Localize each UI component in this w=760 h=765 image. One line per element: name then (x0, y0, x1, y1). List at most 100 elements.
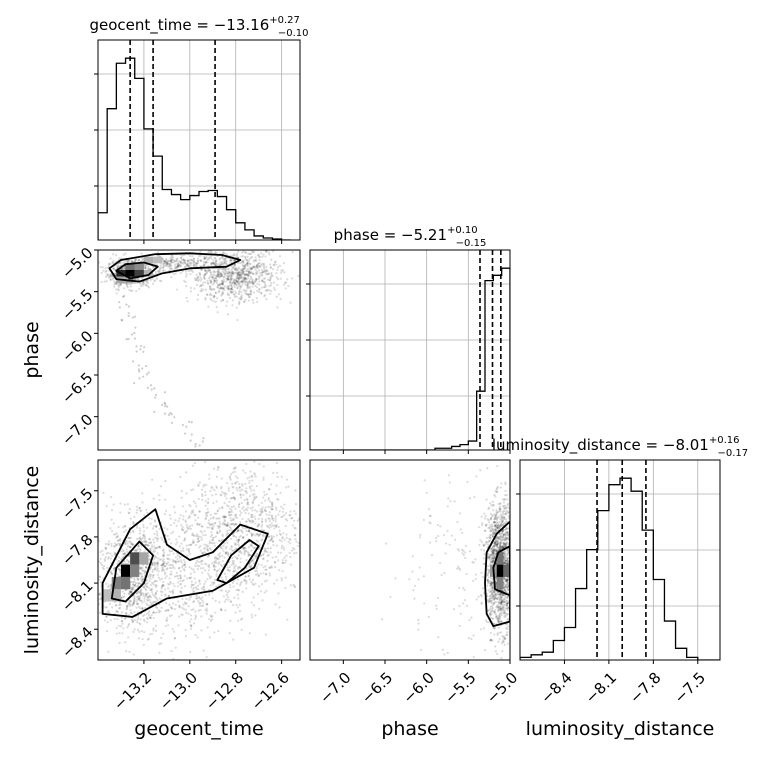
sample-point (188, 515, 190, 517)
sample-point (273, 264, 275, 266)
sample-point (225, 598, 227, 600)
sample-point (101, 564, 103, 566)
sample-point (208, 474, 210, 476)
sample-point (136, 506, 138, 508)
sample-point (193, 500, 195, 502)
sample-point (156, 590, 158, 592)
sample-point (152, 612, 154, 614)
sample-point (204, 281, 206, 283)
sample-point (152, 576, 154, 578)
sample-point (268, 536, 270, 538)
sample-point (129, 508, 131, 510)
sample-point (116, 536, 118, 538)
sample-point (132, 581, 134, 583)
sample-point (105, 615, 107, 617)
sample-point (103, 281, 105, 283)
sample-point (143, 530, 145, 532)
sample-point (229, 477, 231, 479)
sample-point (152, 551, 154, 553)
sample-point (265, 298, 267, 300)
sample-point (270, 275, 272, 277)
sample-point (226, 504, 228, 506)
sample-point (232, 585, 234, 587)
sample-point (184, 564, 186, 566)
sample-point (91, 567, 93, 569)
sample-point (285, 518, 287, 520)
sample-point (127, 338, 129, 340)
sample-point (110, 619, 112, 621)
sample-point (239, 584, 241, 586)
sample-point (156, 540, 158, 542)
sample-point (230, 259, 232, 261)
sample-point (163, 563, 165, 565)
sample-point (285, 486, 287, 488)
sample-point (148, 614, 150, 616)
sample-point (303, 527, 305, 529)
sample-point (102, 266, 104, 268)
sample-point (165, 625, 167, 627)
sample-point (175, 543, 177, 545)
sample-point (242, 265, 244, 267)
sample-point (160, 537, 162, 539)
sample-point (243, 510, 245, 512)
sample-point (99, 612, 101, 614)
sample-point (170, 267, 172, 269)
sample-point (150, 589, 152, 591)
sample-point (238, 293, 240, 295)
density-cell (139, 552, 148, 564)
sample-point (185, 602, 187, 604)
sample-point (245, 270, 247, 272)
sample-point (180, 587, 182, 589)
sample-point (91, 564, 93, 566)
sample-point (226, 301, 228, 303)
sample-point (285, 512, 287, 514)
sample-point (235, 514, 237, 516)
sample-point (196, 523, 198, 525)
sample-point (245, 559, 247, 561)
sample-point (220, 263, 222, 265)
sample-point (230, 479, 232, 481)
sample-point (212, 262, 214, 264)
sample-point (237, 566, 239, 568)
sample-point (126, 608, 128, 610)
sample-point (160, 558, 162, 560)
sample-point (184, 266, 186, 268)
sample-point (190, 290, 192, 292)
sample-point (490, 606, 492, 608)
sample-point (223, 556, 225, 558)
sample-point (236, 307, 238, 309)
sample-point (207, 573, 209, 575)
panel-frame (98, 40, 300, 240)
sample-point (266, 493, 268, 495)
sample-point (256, 283, 258, 285)
sample-point (155, 630, 157, 632)
sample-point (204, 494, 206, 496)
sample-point (132, 602, 134, 604)
sample-point (169, 581, 171, 583)
sample-point (148, 542, 150, 544)
sample-point (199, 481, 201, 483)
sample-point (280, 492, 282, 494)
sample-point (295, 552, 297, 554)
sample-point (210, 271, 212, 273)
sample-point (146, 373, 148, 375)
sample-point (289, 514, 291, 516)
sample-point (263, 465, 265, 467)
sample-point (282, 559, 284, 561)
sample-point (164, 499, 166, 501)
sample-point (214, 292, 216, 294)
sample-point (208, 526, 210, 528)
sample-point (105, 546, 107, 548)
sample-point (215, 261, 217, 263)
sample-point (218, 561, 220, 563)
sample-point (194, 445, 196, 447)
sample-point (151, 544, 153, 546)
sample-point (239, 489, 241, 491)
sample-point (263, 566, 265, 568)
sample-point (185, 275, 187, 277)
sample-point (189, 273, 191, 275)
sample-point (125, 612, 127, 614)
sample-point (173, 631, 175, 633)
sample-point (209, 490, 211, 492)
sample-point (179, 476, 181, 478)
